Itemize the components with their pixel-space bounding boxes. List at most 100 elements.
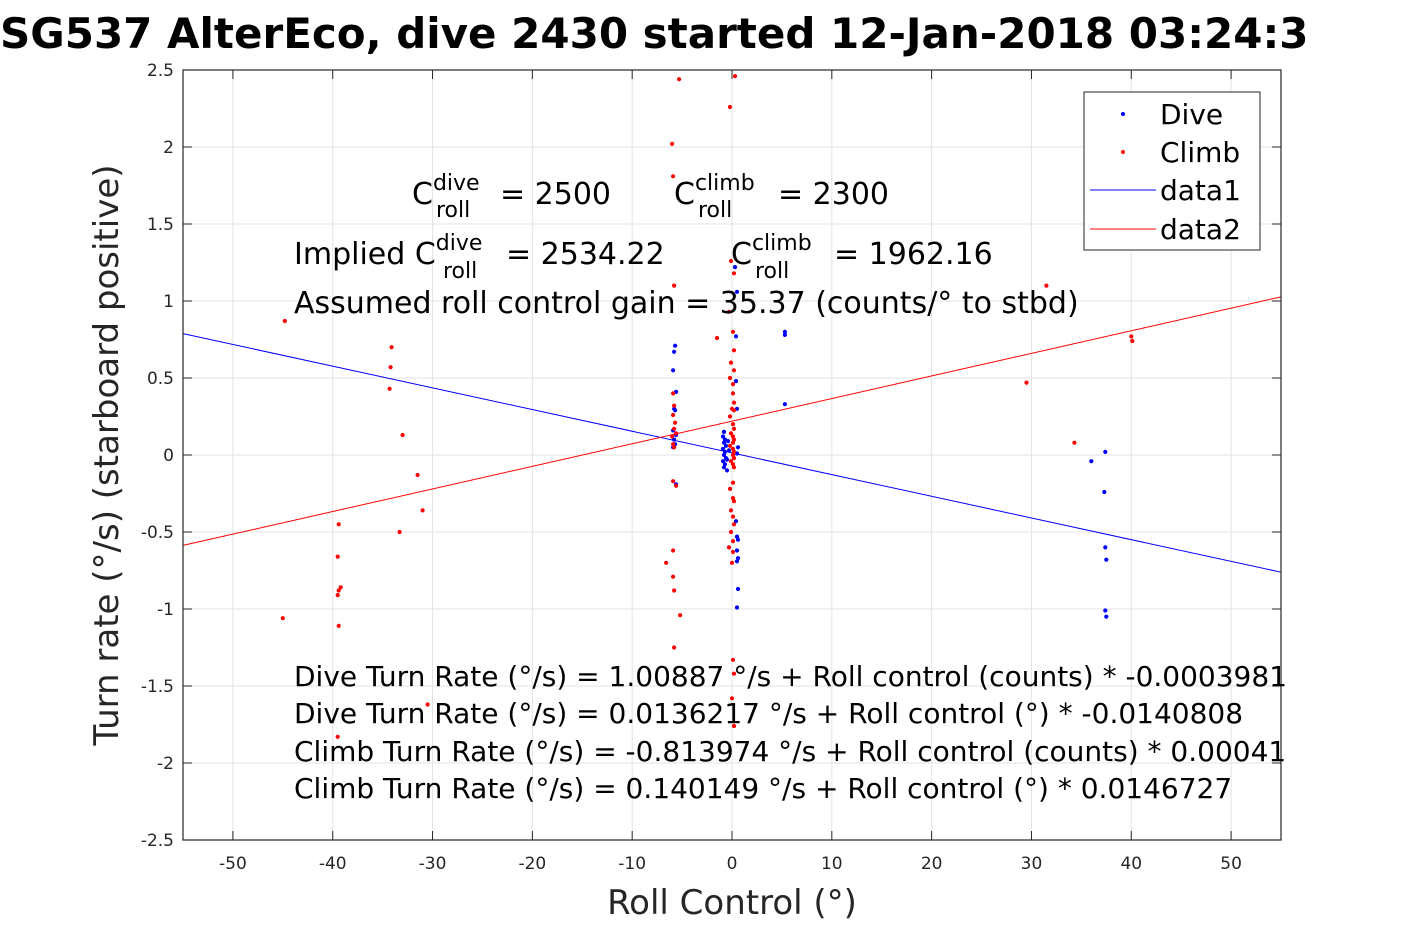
- point-climb: [420, 508, 425, 513]
- point-dive: [734, 289, 740, 294]
- point-dive: [723, 443, 729, 448]
- point-climb: [730, 391, 736, 396]
- point-climb: [678, 613, 683, 618]
- point-climb: [732, 74, 738, 79]
- point-dive: [721, 440, 727, 445]
- legend-data2-label: data2: [1160, 213, 1241, 246]
- equation-2: Dive Turn Rate (°/s) = 0.0136217 °/s + R…: [294, 697, 1243, 730]
- point-climb: [730, 382, 736, 387]
- point-climb: [727, 375, 733, 381]
- point-climb: [670, 141, 675, 146]
- y-tick-label: 1: [163, 292, 174, 312]
- point-climb: [280, 616, 285, 621]
- point-dive: [673, 343, 678, 348]
- legend-dive-label: Dive: [1160, 98, 1223, 131]
- point-climb: [671, 548, 676, 553]
- point-dive: [734, 548, 740, 553]
- cdive-value: = 2500: [500, 177, 611, 212]
- point-climb: [670, 434, 675, 439]
- point-climb: [1044, 283, 1049, 288]
- point-dive: [733, 519, 739, 524]
- y-tick-label: 2: [163, 138, 174, 158]
- point-climb: [387, 386, 392, 391]
- point-climb: [731, 426, 737, 431]
- point-climb: [671, 412, 676, 418]
- point-dive: [721, 465, 727, 470]
- point-climb: [672, 403, 677, 408]
- point-climb: [674, 483, 679, 488]
- point-climb: [336, 588, 341, 593]
- point-dive: [782, 329, 788, 334]
- point-dive: [782, 402, 788, 407]
- point-dive: [733, 334, 739, 339]
- point-climb: [728, 360, 734, 365]
- point-climb: [335, 734, 340, 739]
- x-tick-label: 10: [821, 854, 843, 874]
- x-tick-label: -50: [219, 854, 247, 874]
- point-climb: [1024, 380, 1029, 385]
- point-climb: [677, 77, 682, 82]
- point-dive: [724, 457, 730, 462]
- point-climb: [726, 545, 732, 550]
- point-climb: [728, 459, 734, 464]
- point-climb: [731, 271, 737, 276]
- point-dive: [732, 265, 738, 270]
- equation-1: Dive Turn Rate (°/s) = 1.00887 °/s + Rol…: [294, 660, 1287, 693]
- point-climb: [730, 539, 736, 544]
- legend-climb-marker: [1121, 150, 1125, 154]
- x-tick-label: -20: [518, 854, 546, 874]
- point-climb: [425, 702, 430, 707]
- point-climb: [731, 671, 737, 676]
- point-climb: [400, 432, 405, 438]
- point-dive: [1103, 449, 1108, 454]
- y-axis-label: Turn rate (°/s) (starboard positive): [87, 164, 127, 746]
- y-tick-label: 1.5: [147, 215, 174, 235]
- c-roll-annotations: Cdive roll = 2500 Cclimb roll = 2300 Imp…: [294, 171, 1079, 321]
- point-dive: [1104, 557, 1109, 562]
- point-climb: [730, 549, 736, 555]
- y-tick-label: -1: [157, 600, 174, 620]
- point-climb: [671, 574, 676, 579]
- point-dive: [672, 437, 677, 442]
- point-dive: [1103, 608, 1108, 613]
- point-climb: [282, 318, 287, 324]
- point-dive: [1089, 459, 1094, 464]
- point-climb: [731, 499, 737, 504]
- x-tick-label: -30: [419, 854, 447, 874]
- point-dive: [735, 445, 741, 450]
- point-climb: [671, 174, 676, 179]
- x-tick-label: 0: [727, 854, 738, 874]
- point-climb: [730, 329, 736, 334]
- point-dive: [726, 448, 732, 453]
- point-dive: [734, 559, 740, 564]
- point-climb: [336, 522, 341, 527]
- point-climb: [728, 508, 734, 513]
- point-climb: [727, 414, 733, 419]
- implied-climb-value: = 1962.16: [834, 237, 993, 272]
- y-tick-label: 2.5: [147, 61, 174, 81]
- point-climb: [335, 593, 340, 598]
- point-climb: [730, 514, 736, 519]
- point-climb: [672, 426, 677, 431]
- legend-box: [1083, 91, 1261, 251]
- point-climb: [1129, 334, 1134, 339]
- data-points: [280, 74, 1135, 739]
- x-tick-label: 30: [1021, 854, 1043, 874]
- y-tick-label: 0: [163, 446, 174, 466]
- point-climb: [729, 560, 735, 565]
- point-climb: [731, 723, 737, 729]
- point-climb: [389, 345, 394, 350]
- point-climb: [1130, 338, 1135, 344]
- point-climb: [731, 368, 737, 373]
- chart-title: SG537 AlterEco, dive 2430 started 12-Jan…: [0, 9, 1308, 58]
- implied-dive-value: = 2534.22: [506, 237, 665, 272]
- x-tick-label: 20: [921, 854, 943, 874]
- point-climb: [388, 365, 393, 370]
- x-axis-ticks: -50 -40 -30 -20 -10 0 10 20 30 40 50: [219, 70, 1242, 874]
- point-climb: [727, 486, 733, 491]
- point-climb: [726, 309, 732, 314]
- point-climb: [730, 440, 736, 445]
- point-dive: [721, 452, 727, 458]
- point-climb: [674, 431, 679, 436]
- point-climb: [664, 560, 669, 565]
